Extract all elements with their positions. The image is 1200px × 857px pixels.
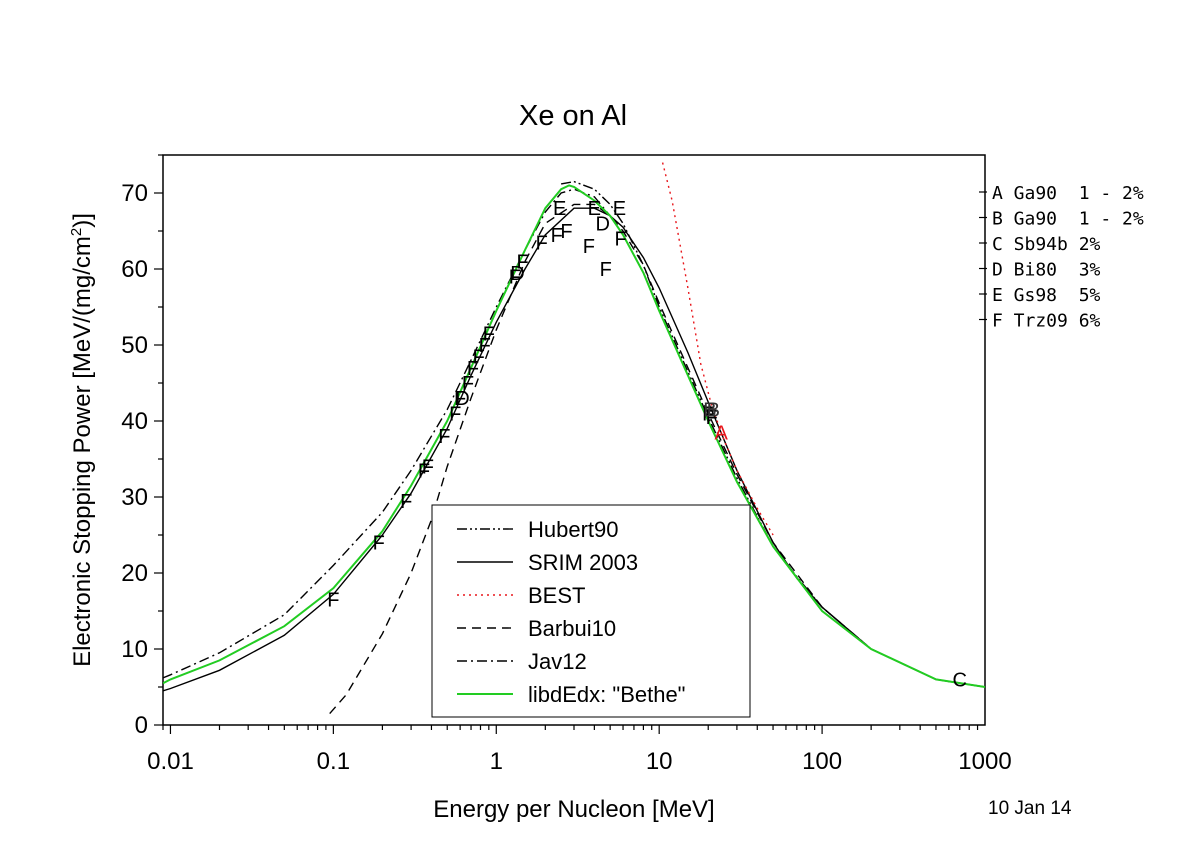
data-marker: F <box>509 267 521 289</box>
data-marker: F <box>418 460 430 482</box>
data-marker: B <box>707 400 720 422</box>
x-tick-label: 10 <box>646 748 673 775</box>
data-marker: F <box>615 229 627 251</box>
data-marker: F <box>516 251 528 273</box>
data-marker: E <box>553 198 566 220</box>
data-marker: E <box>613 198 626 220</box>
y-tick-label: 20 <box>121 560 148 587</box>
data-marker: D <box>510 263 524 285</box>
x-tick-label: 100 <box>802 748 842 775</box>
chart-title: Xe on Al <box>519 100 627 132</box>
data-marker: A <box>714 422 728 444</box>
y-tick-label: 40 <box>121 408 148 435</box>
data-marker: F <box>467 358 479 380</box>
legend-box <box>431 504 751 718</box>
marker-legend: A Ga90 1 - 2% B Ga90 1 - 2% C Sb94b 2% D Bi… <box>979 183 1144 332</box>
data-marker: E <box>588 198 601 220</box>
marker-legend-entry: D Bi80 3% <box>992 260 1101 281</box>
x-axis: 0.01 0.1 1 10 100 1000 <box>147 725 1012 775</box>
y-tick-label: 0 <box>135 712 148 739</box>
x-axis-label: Energy per Nucleon [MeV] <box>433 796 714 823</box>
y-tick-label: 70 <box>121 180 148 207</box>
data-marker: F <box>536 232 548 254</box>
data-marker: F <box>373 533 385 555</box>
series-line <box>163 184 985 688</box>
data-marker: F <box>483 324 495 346</box>
legend-label: Jav12 <box>528 649 587 674</box>
data-marker: F <box>449 403 461 425</box>
data-marker: F <box>583 236 595 258</box>
marker-legend-entry: E Gs98 5% <box>992 285 1101 306</box>
series-line <box>560 180 985 688</box>
y-tick-label: 30 <box>121 484 148 511</box>
marker-legend-entry: F Trz09 6% <box>992 311 1101 332</box>
data-marker: F <box>473 346 485 368</box>
x-tick-label: 0.1 <box>317 748 350 775</box>
marker-legend-entry: A Ga90 1 - 2% <box>992 183 1144 204</box>
date-stamp: 10 Jan 14 <box>988 798 1072 819</box>
y-axis-label-text: Electronic Stopping Power [MeV/(mg/cm <box>69 236 96 667</box>
y-tick-label: 50 <box>121 332 148 359</box>
data-marker: F <box>438 426 450 448</box>
marker-legend-entry: B Ga90 1 - 2% <box>992 209 1144 230</box>
series-line <box>329 203 985 715</box>
legend-label: SRIM 2003 <box>528 550 638 575</box>
data-marker: F <box>706 407 718 429</box>
legend-label: Hubert90 <box>528 517 619 542</box>
legend-label: libdEdx: "Bethe" <box>528 682 686 707</box>
y-tick-label: 10 <box>121 636 148 663</box>
x-tick-label: 1000 <box>958 748 1011 775</box>
legend-label: Barbui10 <box>528 616 616 641</box>
series-group <box>163 162 985 715</box>
data-marker: F <box>560 221 572 243</box>
data-marker: F <box>400 491 412 513</box>
x-tick-label: 0.01 <box>147 748 194 775</box>
y-axis-label: Electronic Stopping Power [MeV/(mg/cm2)] <box>68 213 96 667</box>
y-tick-label: 60 <box>121 256 148 283</box>
data-marker: F <box>600 259 612 281</box>
data-marker: F <box>551 225 563 247</box>
data-marker: D <box>455 388 469 410</box>
series-line <box>661 162 774 536</box>
legend: Hubert90 SRIM 2003 BEST Barbui10 Jav12 libdEd… <box>431 504 751 718</box>
y-axis: 0 10 20 30 40 50 60 70 <box>121 154 163 739</box>
y-axis-label-close: )] <box>69 213 96 228</box>
legend-label: BEST <box>528 583 585 608</box>
marker-legend-entry: C Sb94b 2% <box>992 234 1101 255</box>
data-marker: F <box>327 590 339 612</box>
x-tick-label: 1 <box>490 748 503 775</box>
data-marker: F <box>702 403 714 425</box>
y-axis-label-sup: 2 <box>68 228 85 236</box>
data-marker: F <box>462 373 474 395</box>
data-marker: C <box>953 669 967 691</box>
data-marker: D <box>595 213 609 235</box>
data-marker: B <box>703 400 716 422</box>
data-marker: F <box>454 388 466 410</box>
data-marker: F <box>479 335 491 357</box>
data-marker: F <box>422 457 434 479</box>
